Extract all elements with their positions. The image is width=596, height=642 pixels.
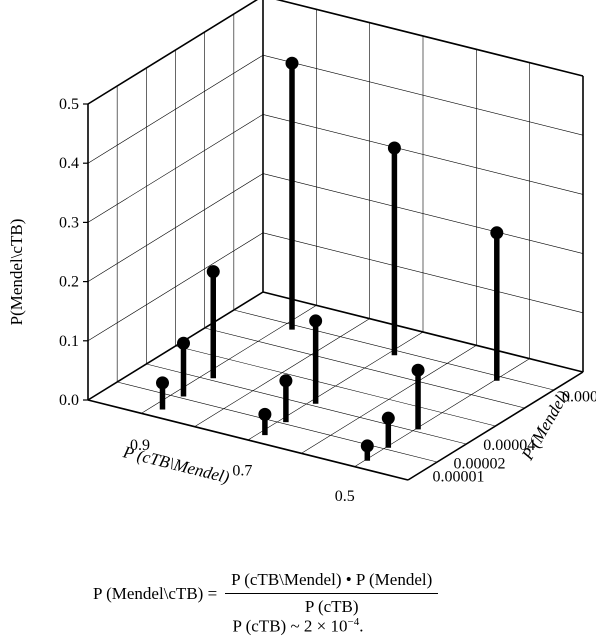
prior-estimate-exponent: −4 bbox=[347, 616, 359, 628]
tick-labels: 0.00.10.20.30.40.50.90.70.50.000010.0000… bbox=[59, 96, 596, 505]
data-point bbox=[490, 226, 503, 239]
stem-plot-3d: 0.00.10.20.30.40.50.90.70.50.000010.0000… bbox=[0, 0, 596, 560]
z-tick-label: 0.2 bbox=[59, 274, 79, 291]
data-point bbox=[258, 408, 271, 421]
y-axis-title: P (Mendel) bbox=[517, 387, 572, 464]
z-tick-label: 0.3 bbox=[59, 214, 79, 231]
formula-numerator: P (cTB\Mendel) • P (Mendel) bbox=[225, 570, 438, 594]
x-tick-label: 0.5 bbox=[335, 488, 355, 505]
data-point bbox=[286, 57, 299, 70]
formula-denominator: P (cTB) bbox=[305, 594, 359, 617]
z-tick-label: 0.4 bbox=[59, 155, 79, 172]
formula-fraction: P (cTB\Mendel) • P (Mendel) P (cTB) bbox=[225, 570, 438, 617]
z-tick-label: 0.0 bbox=[59, 392, 79, 409]
x-tick-label: 0.7 bbox=[232, 463, 252, 480]
floor-gridline bbox=[176, 346, 496, 426]
z-tick-label: 0.1 bbox=[59, 333, 79, 350]
z-axis-title: P(Mendel\cTB) bbox=[7, 219, 26, 326]
data-point bbox=[361, 439, 374, 452]
prior-estimate: P (cTB) ~ 2 × 10−4. bbox=[0, 616, 596, 637]
prior-estimate-prefix: P (cTB) ~ 2 × 10 bbox=[233, 617, 348, 636]
data-point bbox=[309, 314, 322, 327]
prior-estimate-suffix: . bbox=[359, 617, 363, 636]
y-tick-label: 0.00002 bbox=[454, 456, 506, 473]
data-point bbox=[177, 337, 190, 350]
data-point bbox=[279, 374, 292, 387]
data-point bbox=[382, 412, 395, 425]
bayes-equation: P (Mendel\cTB) = P (cTB\Mendel) • P (Men… bbox=[93, 570, 438, 617]
formula-lhs: P (Mendel\cTB) = bbox=[93, 584, 217, 604]
floor-gridline bbox=[205, 328, 525, 408]
data-point bbox=[388, 142, 401, 155]
data-point bbox=[412, 364, 425, 377]
data-point bbox=[156, 376, 169, 389]
data-point bbox=[207, 265, 220, 278]
z-tick-label: 0.5 bbox=[59, 96, 79, 113]
stems-layer bbox=[156, 57, 503, 461]
x-axis-title: P (cTB\Mendel) bbox=[120, 442, 231, 487]
